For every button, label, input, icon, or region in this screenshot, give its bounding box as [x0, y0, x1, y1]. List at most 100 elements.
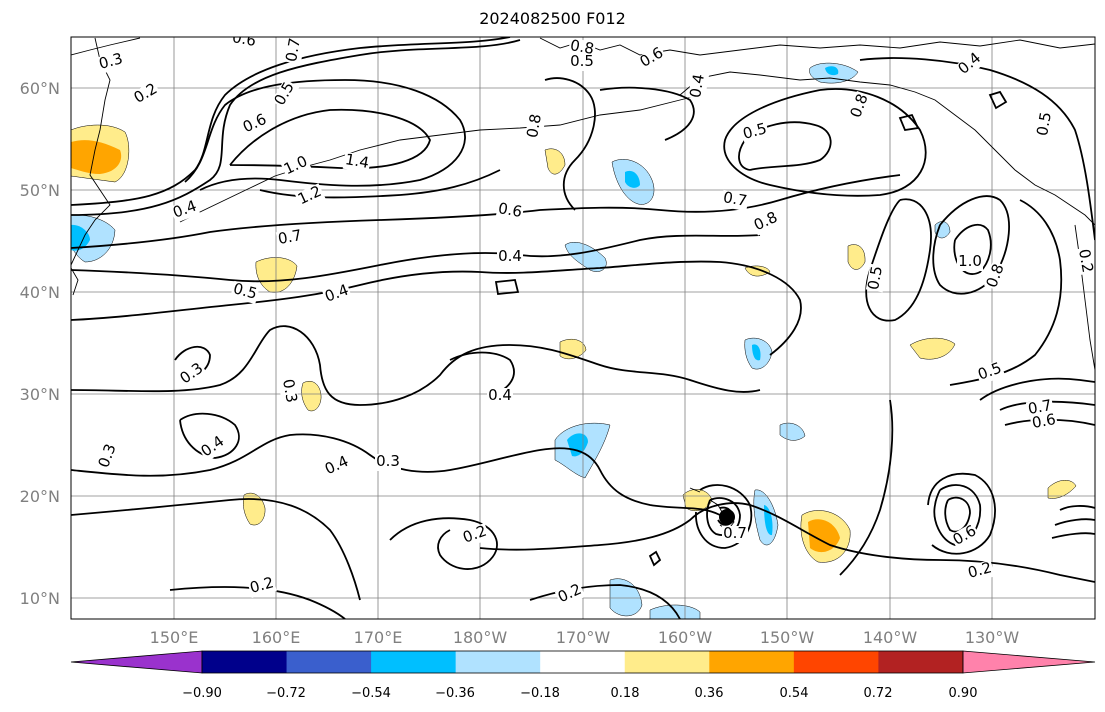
contour-line — [71, 498, 361, 601]
contour-label-bg — [283, 37, 306, 65]
coastline-alaska — [679, 71, 1095, 226]
contour-label: 0.7 — [282, 37, 304, 64]
contour-line — [933, 484, 982, 546]
lon-tick-label: 160°W — [658, 628, 713, 647]
contour-line — [898, 113, 920, 131]
contour-label: 0.5 — [864, 265, 886, 292]
colorbar-tick-label: −0.90 — [182, 686, 222, 701]
contour-line — [71, 39, 521, 216]
shade-patch — [71, 214, 116, 263]
map-frame — [70, 36, 1096, 620]
shade-patch — [625, 170, 640, 188]
contour-line — [71, 433, 721, 516]
contour-label-bg — [497, 249, 523, 266]
contour-label-bg — [277, 376, 300, 406]
colorbar-outline — [201, 650, 964, 674]
colorbar-swatch — [709, 651, 795, 673]
contour-line — [648, 550, 662, 567]
contour-label: 0.5 — [231, 279, 259, 303]
contour-line — [179, 412, 240, 459]
contour-label-bg — [294, 183, 326, 210]
contour-label: 0.3 — [97, 49, 125, 73]
contour-label-bg — [687, 71, 710, 101]
contour-label: 0.6 — [231, 28, 258, 50]
contour-label: 0.3 — [279, 378, 301, 405]
colorbar-swatch — [202, 651, 288, 673]
contour-label-bg — [375, 454, 401, 471]
lat-tick-label: 60°N — [20, 79, 60, 98]
contour-line — [71, 234, 761, 283]
shade-patch — [71, 140, 122, 174]
shade-patch — [243, 492, 266, 526]
contour-label-bg — [229, 37, 259, 52]
contour-label-bg — [848, 91, 873, 122]
colorbar-swatch — [286, 651, 372, 673]
contour-label-bg — [170, 198, 201, 223]
lon-tick-label: 130°W — [965, 628, 1020, 647]
shade-patch — [71, 224, 90, 251]
contour-label: 0.2 — [966, 558, 994, 582]
lat-tick-label: 50°N — [20, 181, 60, 200]
contour-label-bg — [230, 280, 260, 305]
contour-line — [865, 198, 932, 322]
contour-line — [599, 86, 695, 141]
contour-line — [169, 586, 346, 619]
contour-label: 0.6 — [497, 199, 524, 221]
shade-patch — [825, 66, 839, 76]
contour-label: 0.3 — [376, 452, 400, 470]
contour-label: 1.0 — [958, 252, 982, 270]
lon-tick-label: 150°E — [150, 628, 199, 647]
colorbar-tick-label: 0.36 — [695, 686, 724, 701]
contour-label: 0.7 — [277, 226, 304, 248]
contour-label: 0.2 — [248, 573, 276, 597]
contour-line — [738, 121, 832, 171]
contour-label-bg — [975, 360, 1006, 385]
contour-label: 0.8 — [569, 36, 596, 58]
contour-label: 0.5 — [570, 52, 594, 70]
lat-tick-label: 30°N — [20, 385, 60, 404]
lon-tick-label: 180°W — [453, 628, 508, 647]
contour-line — [71, 174, 901, 249]
contour-line — [1051, 505, 1095, 539]
contour-label-bg — [1034, 109, 1057, 139]
lat-tick-label: 40°N — [20, 283, 60, 302]
colorbar-extend-max — [962, 650, 1096, 674]
lon-axis: 150°E 160°E 170°E 180°W 170°W 160°W 150°… — [150, 628, 1020, 647]
colorbar-tick-label: 0.72 — [864, 686, 893, 701]
contour-label-bg — [569, 54, 595, 71]
contour-label: 1.4 — [344, 150, 371, 172]
contour-label-bg — [567, 37, 597, 60]
colorbar-swatch — [371, 651, 457, 673]
contour-label: 0.8 — [523, 113, 545, 140]
contour-line — [695, 484, 753, 549]
contour-label-bg — [524, 111, 547, 141]
colorbar-tick-label: −0.72 — [266, 686, 306, 701]
contour-label-bg — [949, 522, 981, 551]
contour-label-bg — [321, 453, 353, 480]
coastline-alaska-north — [539, 37, 1095, 56]
colorbar-extend-min — [70, 650, 203, 674]
contour-label-bg — [495, 200, 525, 223]
contour-label-bg — [554, 581, 586, 608]
contour-label-bg — [460, 523, 491, 548]
contour-label-bg — [96, 50, 126, 75]
colorbar-swatch — [878, 651, 964, 673]
contour-line — [479, 502, 1095, 583]
map-content: 0.30.20.6 0.7 0.80.5 0.60.40.50.61.0 1.40.41… — [71, 28, 1097, 619]
contour-label-bg — [487, 388, 513, 405]
shade-patch — [301, 380, 322, 412]
contour-label: 0.4 — [488, 386, 512, 404]
shade-patch — [255, 257, 298, 293]
contour-label: 0.2 — [1075, 248, 1097, 275]
contour-label-bg — [1073, 246, 1095, 276]
contour-label-bg — [197, 432, 229, 462]
contour-labels: 0.30.20.6 0.7 0.80.5 0.60.40.50.61.0 1.40.41… — [95, 28, 1097, 608]
contour-label-bg — [954, 49, 986, 80]
contour-label-bg — [865, 263, 888, 293]
colorbar-tick-label: −0.36 — [435, 686, 475, 701]
contour-label-bg — [1029, 411, 1059, 434]
contour-line — [494, 279, 520, 295]
colorbar-tick-label: −0.54 — [351, 686, 391, 701]
contour-label-bg — [247, 574, 277, 599]
contour-label-bg — [722, 526, 748, 543]
